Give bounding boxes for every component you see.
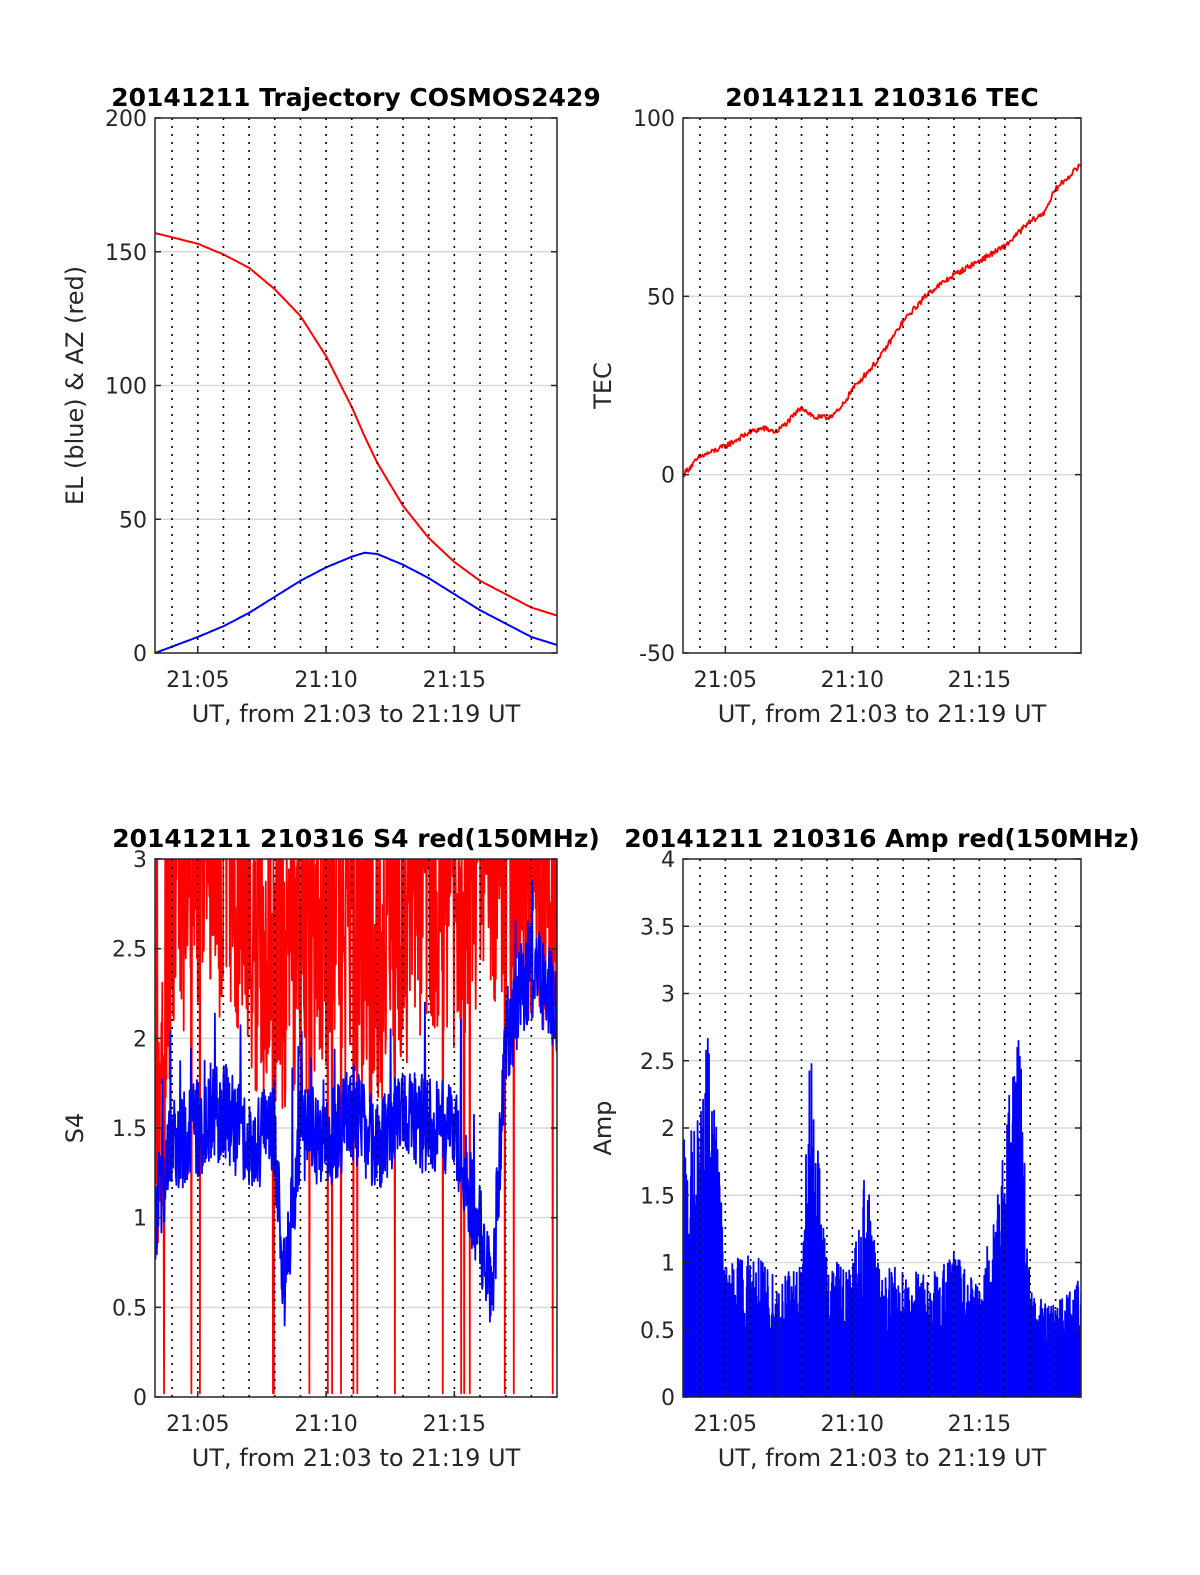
- x-tick-label: 21:15: [948, 668, 1011, 693]
- y-tick-label: 3: [661, 983, 675, 1008]
- y-tick-label: 3: [133, 848, 147, 873]
- y-tick-label: -50: [639, 642, 675, 667]
- x-tick-label: 21:05: [694, 668, 757, 693]
- y-tick-label: 1.5: [640, 1184, 675, 1209]
- y-tick-label: 150: [105, 241, 147, 266]
- s4-chart: 0 0.5 1 1.5 2 2.5 3 21:05 21:10 21:15 20141211 210…: [61, 824, 600, 1472]
- plot-area: [155, 232, 557, 653]
- y-tick-label: 50: [119, 508, 147, 533]
- y-axis-label: EL (blue) & AZ (red): [61, 266, 89, 505]
- axes-box: [682, 117, 1082, 654]
- y-tick-label: 0: [661, 1386, 675, 1411]
- x-tick-label: 21:10: [821, 1412, 884, 1437]
- y-tick-label: 100: [633, 107, 675, 132]
- series-line-red: [683, 163, 1081, 478]
- chart-title: 20141211 Trajectory COSMOS2429: [111, 83, 601, 112]
- plot-area: [683, 1037, 1081, 1397]
- chart-title: 20141211 210316 Amp red(150MHz): [624, 824, 1140, 853]
- y-tick-label: 2.5: [640, 1050, 675, 1075]
- x-tick-label: 21:15: [423, 1412, 486, 1437]
- y-tick-label: 0.5: [112, 1296, 147, 1321]
- y-axis-label: S4: [61, 1113, 89, 1144]
- y-tick-label: 50: [647, 285, 675, 310]
- x-axis-label: UT, from 21:03 to 21:19 UT: [718, 1444, 1047, 1472]
- x-tick-label: 21:10: [821, 668, 884, 693]
- y-tick-label: 3.5: [640, 915, 675, 940]
- y-tick-label: 100: [105, 375, 147, 400]
- series-line-blue: [683, 1037, 1081, 1397]
- y-tick-label: 0: [133, 642, 147, 667]
- y-tick-label: 0.5: [640, 1319, 675, 1344]
- y-tick-label: 0: [133, 1386, 147, 1411]
- x-tick-label: 21:05: [166, 1412, 229, 1437]
- x-tick-label: 21:15: [423, 668, 486, 693]
- x-axis-label: UT, from 21:03 to 21:19 UT: [192, 700, 521, 728]
- x-tick-label: 21:10: [294, 668, 357, 693]
- x-tick-label: 21:05: [166, 668, 229, 693]
- trajectory-chart: 0 50 100 150 200 21:05 21:10 21:15 20141211 Traj…: [61, 83, 601, 728]
- y-axis-label: TEC: [589, 362, 617, 410]
- x-tick-label: 21:15: [948, 1412, 1011, 1437]
- series-line-blue: [155, 880, 557, 1327]
- series-line-blue: [155, 551, 557, 653]
- series-line-red: [155, 859, 557, 1395]
- y-tick-label: 0: [661, 464, 675, 489]
- series-line-red: [155, 232, 557, 617]
- amp-chart: 0 0.5 1 1.5 2 2.5 3 3.5 4 21:05 21:10 21:15 20141211…: [589, 824, 1140, 1472]
- y-tick-label: 2: [133, 1027, 147, 1052]
- chart-title: 20141211 210316 TEC: [725, 83, 1038, 112]
- x-axis-label: UT, from 21:03 to 21:19 UT: [192, 1444, 521, 1472]
- plot-area: [683, 163, 1081, 478]
- x-axis-label: UT, from 21:03 to 21:19 UT: [718, 700, 1047, 728]
- y-axis-label: Amp: [589, 1100, 617, 1155]
- y-tick-label: 4: [661, 848, 675, 873]
- y-tick-label: 200: [105, 107, 147, 132]
- y-tick-label: 1: [661, 1252, 675, 1277]
- y-tick-label: 1: [133, 1207, 147, 1232]
- x-tick-label: 21:10: [294, 1412, 357, 1437]
- y-tick-label: 1.5: [112, 1117, 147, 1142]
- y-tick-label: 2.5: [112, 938, 147, 963]
- plot-area: [155, 859, 557, 1395]
- y-tick-label: 2: [661, 1117, 675, 1142]
- tec-chart: -50 0 50 100 21:05 21:10 21:15 20141211 210316 …: [589, 83, 1082, 728]
- chart-title: 20141211 210316 S4 red(150MHz): [112, 824, 600, 853]
- x-tick-label: 21:05: [694, 1412, 757, 1437]
